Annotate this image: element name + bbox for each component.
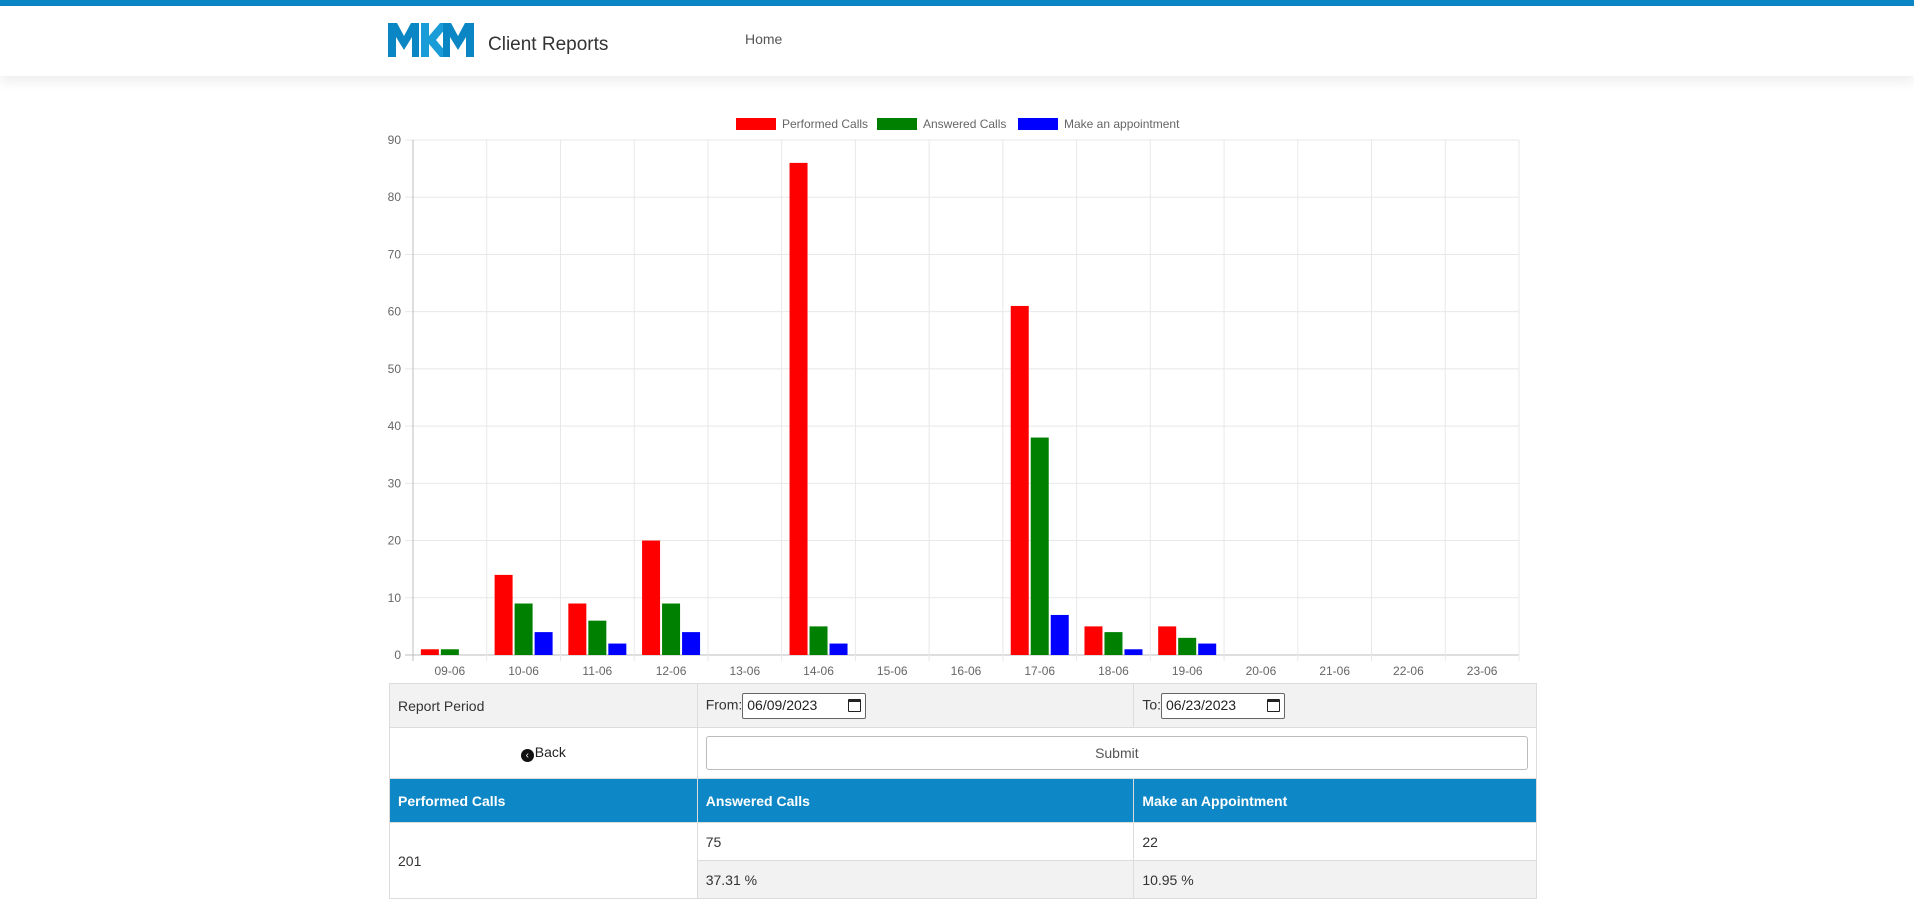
- summary-values-row: 201 75 22: [389, 822, 1537, 899]
- bar: [1084, 626, 1103, 655]
- bar: [809, 626, 828, 655]
- x-tick-label: 11-06: [582, 664, 612, 678]
- report-table: Report Period From: 06/09/2023 To: 06/23/2…: [389, 683, 1538, 899]
- submit-cell: Submit: [696, 727, 1538, 779]
- performed-calls-total: 201: [389, 822, 698, 899]
- x-tick-label: 17-06: [1024, 664, 1055, 678]
- bar: [534, 632, 553, 655]
- bar: [1010, 305, 1029, 655]
- bar: [1050, 614, 1069, 655]
- back-label: Back: [534, 744, 566, 760]
- chevron-left-circle-icon: ‹: [520, 749, 534, 762]
- back-button[interactable]: ‹ Back: [398, 744, 689, 762]
- x-tick-label: 14-06: [803, 664, 834, 678]
- mkm-logo[interactable]: [388, 21, 474, 59]
- report-period-row: Report Period From: 06/09/2023 To: 06/23/2…: [389, 683, 1537, 728]
- chart-canvas: 0 10 20 30 40 50 60 70 80 90 09-06 10-06 11-06 12-06 1…: [388, 133, 1520, 678]
- x-tick-label: 22-06: [1393, 664, 1424, 678]
- bar: [440, 649, 459, 655]
- summary-header-row: Performed Calls Answered Calls Make an A…: [389, 778, 1537, 823]
- app-title: Client Reports: [488, 34, 609, 55]
- y-tick-label: 90: [388, 133, 402, 147]
- y-tick-label: 50: [388, 362, 402, 376]
- submit-button[interactable]: Submit: [705, 736, 1528, 770]
- header-make-appointment: Make an Appointment: [1133, 778, 1537, 823]
- y-tick-label: 60: [388, 305, 402, 319]
- x-tick-label: 13-06: [729, 664, 760, 678]
- bar: [494, 574, 513, 655]
- bar: [829, 643, 848, 655]
- from-cell: From: 06/09/2023: [696, 683, 1135, 728]
- y-tick-label: 40: [388, 419, 402, 433]
- y-tick-label: 70: [388, 247, 402, 261]
- bar: [1198, 643, 1217, 655]
- bar: [789, 162, 808, 655]
- x-tick-label: 09-06: [435, 664, 466, 678]
- appointment-total: 22: [1133, 822, 1537, 861]
- x-tick-label: 18-06: [1098, 664, 1129, 678]
- to-label: To:: [1142, 696, 1161, 713]
- bar: [1178, 637, 1197, 655]
- bar: [608, 643, 627, 655]
- x-tick-label: 16-06: [951, 664, 982, 678]
- calendar-icon[interactable]: [848, 698, 862, 712]
- bar: [1030, 437, 1049, 655]
- legend-swatch: [736, 118, 776, 130]
- to-date-value: 06/23/2023: [1166, 696, 1237, 713]
- legend-label: Performed Calls: [782, 117, 869, 131]
- header: Client Reports Home: [0, 6, 1914, 76]
- x-tick-label: 12-06: [656, 664, 687, 678]
- x-tick-label: 20-06: [1246, 664, 1277, 678]
- report-period-label: Report Period: [389, 683, 698, 728]
- y-tick-label: 20: [388, 534, 402, 548]
- bar: [682, 632, 701, 655]
- calls-chart: Performed Calls Answered Calls Make an app…: [380, 108, 1540, 678]
- y-tick-label: 0: [394, 648, 401, 662]
- bar: [662, 603, 681, 655]
- answered-calls-total: 75: [696, 822, 1135, 861]
- header-performed-calls: Performed Calls: [389, 778, 698, 823]
- from-label: From:: [705, 696, 743, 713]
- bar: [1104, 632, 1123, 655]
- legend-label: Make an appointment: [1064, 117, 1180, 131]
- y-tick-label: 80: [388, 190, 402, 204]
- x-tick-label: 21-06: [1319, 664, 1350, 678]
- back-cell: ‹ Back: [389, 727, 698, 779]
- top-accent-bar: [0, 0, 1914, 6]
- bar: [514, 603, 533, 655]
- nav-home-link[interactable]: Home: [745, 31, 783, 47]
- x-tick-label: 10-06: [508, 664, 539, 678]
- bar: [1158, 626, 1177, 655]
- x-tick-label: 23-06: [1467, 664, 1498, 678]
- from-date-value: 06/09/2023: [747, 696, 818, 713]
- to-cell: To: 06/23/2023: [1133, 683, 1537, 728]
- bar: [588, 620, 607, 655]
- summary-percent-row: 37.31 % 10.95 %: [390, 860, 1537, 899]
- legend-swatch: [877, 118, 917, 130]
- header-answered-calls: Answered Calls: [696, 778, 1135, 823]
- bar: [1124, 649, 1143, 655]
- x-tick-label: 19-06: [1172, 664, 1203, 678]
- bar: [420, 649, 439, 655]
- answered-calls-percent: 37.31 %: [696, 860, 1135, 899]
- actions-row: ‹ Back Submit: [389, 727, 1538, 779]
- to-date-input[interactable]: 06/23/2023: [1161, 692, 1285, 719]
- legend-label: Answered Calls: [923, 117, 1007, 131]
- from-date-input[interactable]: 06/09/2023: [742, 692, 867, 719]
- x-tick-label: 15-06: [877, 664, 908, 678]
- calendar-icon[interactable]: [1267, 698, 1280, 712]
- bar: [568, 603, 587, 655]
- y-tick-label: 30: [388, 476, 402, 490]
- bar: [642, 540, 661, 655]
- chart-legend: Performed Calls Answered Calls Make an app…: [380, 116, 1540, 132]
- legend-swatch: [1018, 118, 1058, 130]
- appointment-percent: 10.95 %: [1133, 860, 1537, 899]
- y-tick-label: 10: [388, 591, 402, 605]
